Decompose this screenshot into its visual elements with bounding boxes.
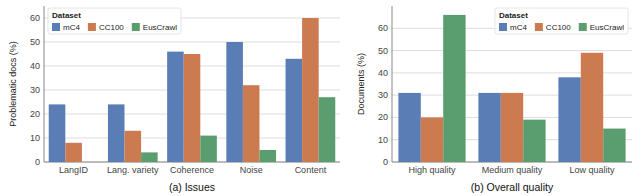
x-tick-label: Medium quality <box>482 165 543 175</box>
bar <box>581 53 603 162</box>
figure: 0 10 20 30 40 50 60 LangID Lang. variety Coherenc… <box>0 0 640 196</box>
bar <box>259 150 276 162</box>
legend-entry: CC100 <box>99 23 124 32</box>
bar <box>82 162 99 163</box>
y-axis-label: Problematic docs (%) <box>8 41 18 127</box>
legend-title: Dataset <box>499 11 528 20</box>
legend-entry: mC4 <box>510 23 527 32</box>
grid-line <box>44 42 340 43</box>
bar <box>421 117 443 162</box>
legend-swatch <box>499 23 507 31</box>
bar <box>603 129 625 162</box>
bar <box>141 152 158 162</box>
y-tick-label: 10 <box>30 133 40 143</box>
y-tick-label: 30 <box>378 90 388 100</box>
x-tick-label: Lang. variety <box>107 165 159 175</box>
y-axis-label: Documents (%) <box>356 53 366 115</box>
chart-title: (a) Issues <box>169 181 215 193</box>
bar <box>558 77 580 162</box>
x-tick-label: Coherence <box>170 165 214 175</box>
legend-swatch <box>88 23 96 31</box>
bar <box>65 143 82 162</box>
legend-box <box>495 8 628 34</box>
bar <box>49 104 66 162</box>
x-tick-label: Noise <box>240 165 263 175</box>
legend: Dataset mC4 CC100 EusCrawl <box>48 8 181 34</box>
bar <box>501 93 523 162</box>
y-tick-label: 50 <box>378 46 388 56</box>
y-tick-label: 0 <box>35 157 40 167</box>
panel: 0 10 20 30 40 50 60 High quality Medium quality L… <box>356 6 632 193</box>
legend-box <box>48 8 181 34</box>
x-tick-label: LangID <box>59 165 89 175</box>
legend-entry: EusCrawl <box>590 23 624 32</box>
bar <box>243 85 260 162</box>
bar <box>443 15 465 162</box>
y-tick-label: 20 <box>378 112 388 122</box>
bar <box>125 131 142 162</box>
bar <box>478 93 500 162</box>
legend-entry: EusCrawl <box>143 23 177 32</box>
bar <box>319 97 336 162</box>
bar <box>398 93 420 162</box>
y-tick-label: 60 <box>378 23 388 33</box>
x-tick-label: Content <box>295 165 327 175</box>
bar <box>286 59 303 162</box>
bar <box>108 104 125 162</box>
y-tick-label: 40 <box>30 61 40 71</box>
legend-entry: CC100 <box>546 23 571 32</box>
legend-swatch <box>535 23 543 31</box>
y-tick-label: 10 <box>378 135 388 145</box>
y-tick-label: 0 <box>383 157 388 167</box>
legend-swatch <box>579 23 587 31</box>
y-tick-label: 50 <box>30 37 40 47</box>
x-tick-label: Low quality <box>569 165 615 175</box>
legend-swatch <box>52 23 60 31</box>
legend-title: Dataset <box>52 11 81 20</box>
y-tick-label: 40 <box>378 68 388 78</box>
y-axis-line <box>392 6 393 162</box>
bar <box>523 120 545 162</box>
bar <box>184 54 201 162</box>
bars <box>398 15 625 162</box>
y-tick-label: 30 <box>30 85 40 95</box>
legend: Dataset mC4 CC100 EusCrawl <box>495 8 628 34</box>
bar <box>226 42 243 162</box>
bar <box>200 136 217 162</box>
bar <box>167 52 184 162</box>
chart-title: (b) Overall quality <box>471 181 554 193</box>
panel: 0 10 20 30 40 50 60 LangID Lang. variety Coherenc… <box>8 6 340 193</box>
y-tick-label: 20 <box>30 109 40 119</box>
legend-entry: mC4 <box>63 23 80 32</box>
legend-swatch <box>132 23 140 31</box>
bars <box>49 18 336 162</box>
y-axis-line <box>44 6 45 162</box>
x-tick-label: High quality <box>408 165 456 175</box>
grid-line <box>392 50 632 51</box>
y-tick-label: 60 <box>30 13 40 23</box>
bar <box>302 18 319 162</box>
